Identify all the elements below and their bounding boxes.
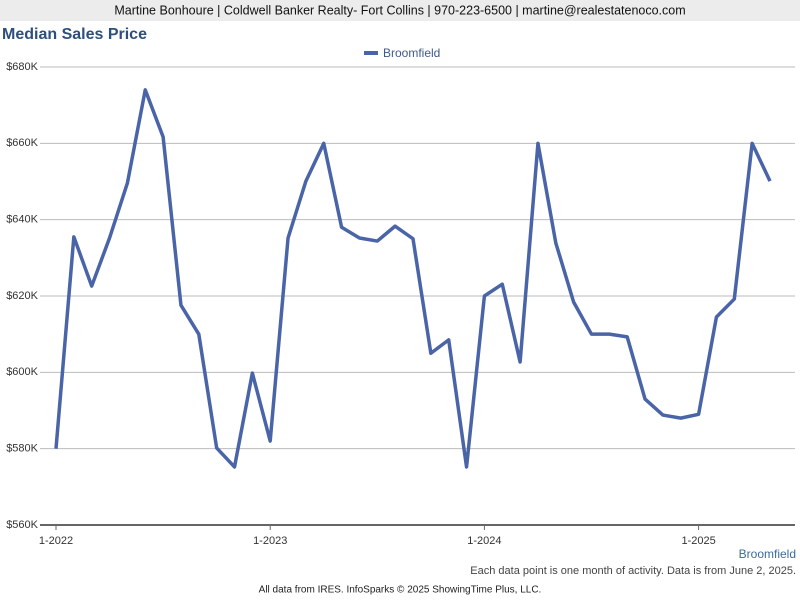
data-line [54, 88, 772, 469]
y-tick-label: $640K [6, 214, 38, 226]
y-tick-label: $620K [6, 290, 38, 302]
x-tick-label: 1-2022 [39, 535, 73, 547]
header-bar [0, 0, 800, 21]
y-tick-label: $660K [6, 137, 38, 149]
note: Each data point is one month of activity… [470, 565, 796, 577]
x-tick-label: 1-2023 [253, 535, 287, 547]
chart-title: Median Sales Price [2, 26, 147, 43]
y-tick-label: $680K [6, 61, 38, 73]
corner-label: Broomfield [739, 547, 796, 561]
x-tick-label: 1-2025 [681, 535, 715, 547]
footer: All data from IRES. InfoSparks © 2025 Sh… [259, 585, 542, 596]
y-tick-label: $600K [6, 366, 38, 378]
legend-label: Broomfield [383, 46, 440, 60]
x-tick-label: 1-2024 [467, 535, 501, 547]
header: Martine Bonhoure | Coldwell Banker Realt… [114, 3, 685, 17]
y-tick-label: $560K [6, 519, 38, 531]
y-tick-label: $580K [6, 443, 38, 455]
